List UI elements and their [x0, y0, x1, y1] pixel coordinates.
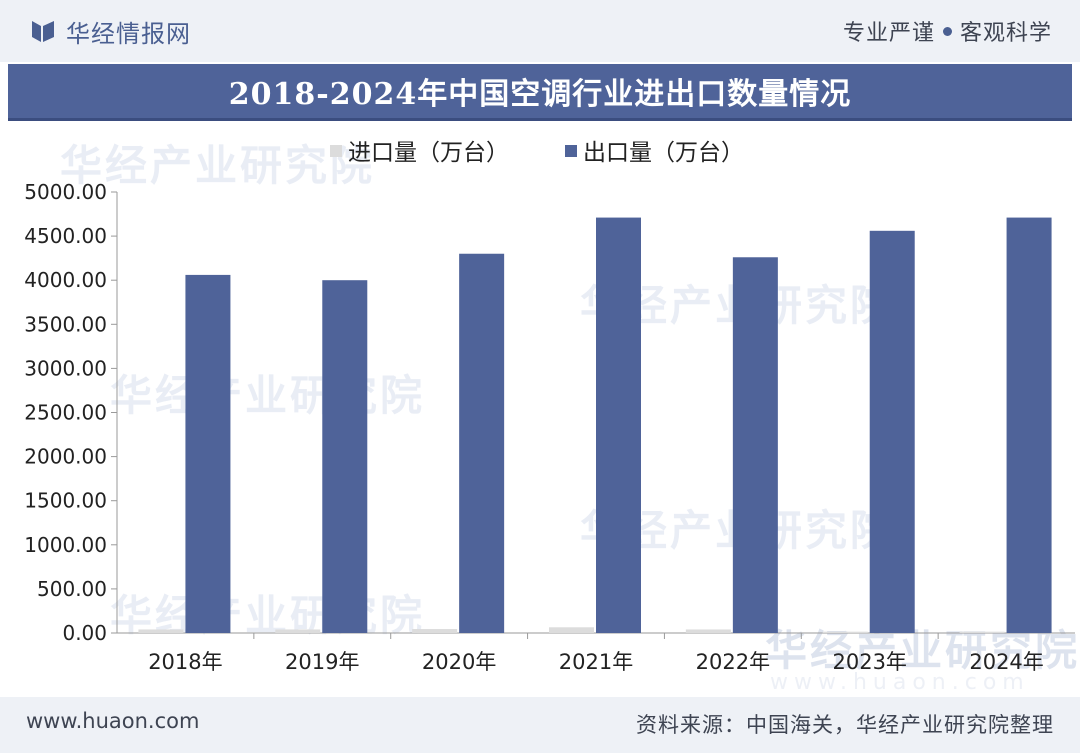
- x-tick-label: 2020年: [422, 650, 496, 674]
- legend-label-export: 出口量（万台）: [583, 140, 744, 166]
- y-tick-label: 4000.00: [24, 268, 107, 292]
- brand-logo[interactable]: 华经情报网: [30, 14, 191, 48]
- y-tick-label: 5000.00: [24, 180, 107, 204]
- bar-export: [732, 257, 778, 633]
- x-tick-label: 2022年: [696, 650, 770, 674]
- y-tick-label: 1500.00: [24, 489, 107, 513]
- website-link[interactable]: www.huaon.com: [26, 709, 200, 733]
- bar-chart: 0.00 500.00 1000.00 1500.00 2000.00 2500.00 30…: [24, 140, 1075, 674]
- header-bar: 华经情报网 专业严谨 客观科学: [0, 0, 1080, 62]
- x-tick-label: 2018年: [148, 650, 222, 674]
- y-tick-label: 3500.00: [24, 312, 107, 336]
- slogan-right: 客观科学: [959, 21, 1052, 46]
- x-tick-label: 2024年: [969, 650, 1043, 674]
- y-tick-label: 2500.00: [24, 401, 107, 425]
- chart-title-band: 2018-2024年中国空调行业进出口数量情况: [8, 64, 1072, 121]
- footer-bar: www.huaon.com 资料来源：中国海关，华经产业研究院整理: [0, 697, 1080, 753]
- x-tick-label: 2019年: [285, 650, 359, 674]
- bar-import: [412, 629, 458, 633]
- y-tick-label: 4500.00: [24, 224, 107, 248]
- y-tick-label: 0.00: [62, 621, 107, 645]
- bar-export: [322, 280, 368, 633]
- logo-text: 华经情报网: [66, 19, 191, 48]
- y-tick-label: 3000.00: [24, 356, 107, 380]
- bar-import: [685, 629, 731, 633]
- legend-label-import: 进口量（万台）: [348, 140, 509, 166]
- bar-import: [822, 631, 868, 633]
- bar-import: [138, 629, 184, 633]
- chart-title: 2018-2024年中国空调行业进出口数量情况: [228, 77, 852, 112]
- dot-separator-icon: [942, 26, 952, 36]
- x-tick-label: 2023年: [832, 650, 906, 674]
- slogan-left: 专业严谨: [842, 21, 935, 46]
- bar-export: [459, 253, 505, 634]
- bar-export: [185, 274, 231, 633]
- bar-import: [959, 631, 1005, 633]
- y-tick-label: 500.00: [37, 577, 107, 601]
- slogan: 专业严谨 客观科学: [843, 14, 1052, 48]
- bar-import: [275, 629, 321, 633]
- logo-icon: [32, 21, 54, 42]
- data-source: 资料来源：中国海关，华经产业研究院整理: [636, 713, 1054, 737]
- bar-export: [869, 230, 915, 634]
- bar-export: [1006, 217, 1052, 633]
- bar-export: [596, 217, 641, 633]
- y-tick-label: 2000.00: [24, 445, 107, 469]
- bar-import: [549, 627, 594, 633]
- legend-swatch-export: [565, 145, 577, 157]
- x-tick-label: 2021年: [559, 650, 633, 674]
- legend-swatch-import: [330, 145, 342, 157]
- chart-area: 华经产业研究院 华经产业研究院 华经产业研究院 华经产业研究院 华经产业研究院 …: [0, 122, 1080, 697]
- y-tick-label: 1000.00: [24, 533, 107, 557]
